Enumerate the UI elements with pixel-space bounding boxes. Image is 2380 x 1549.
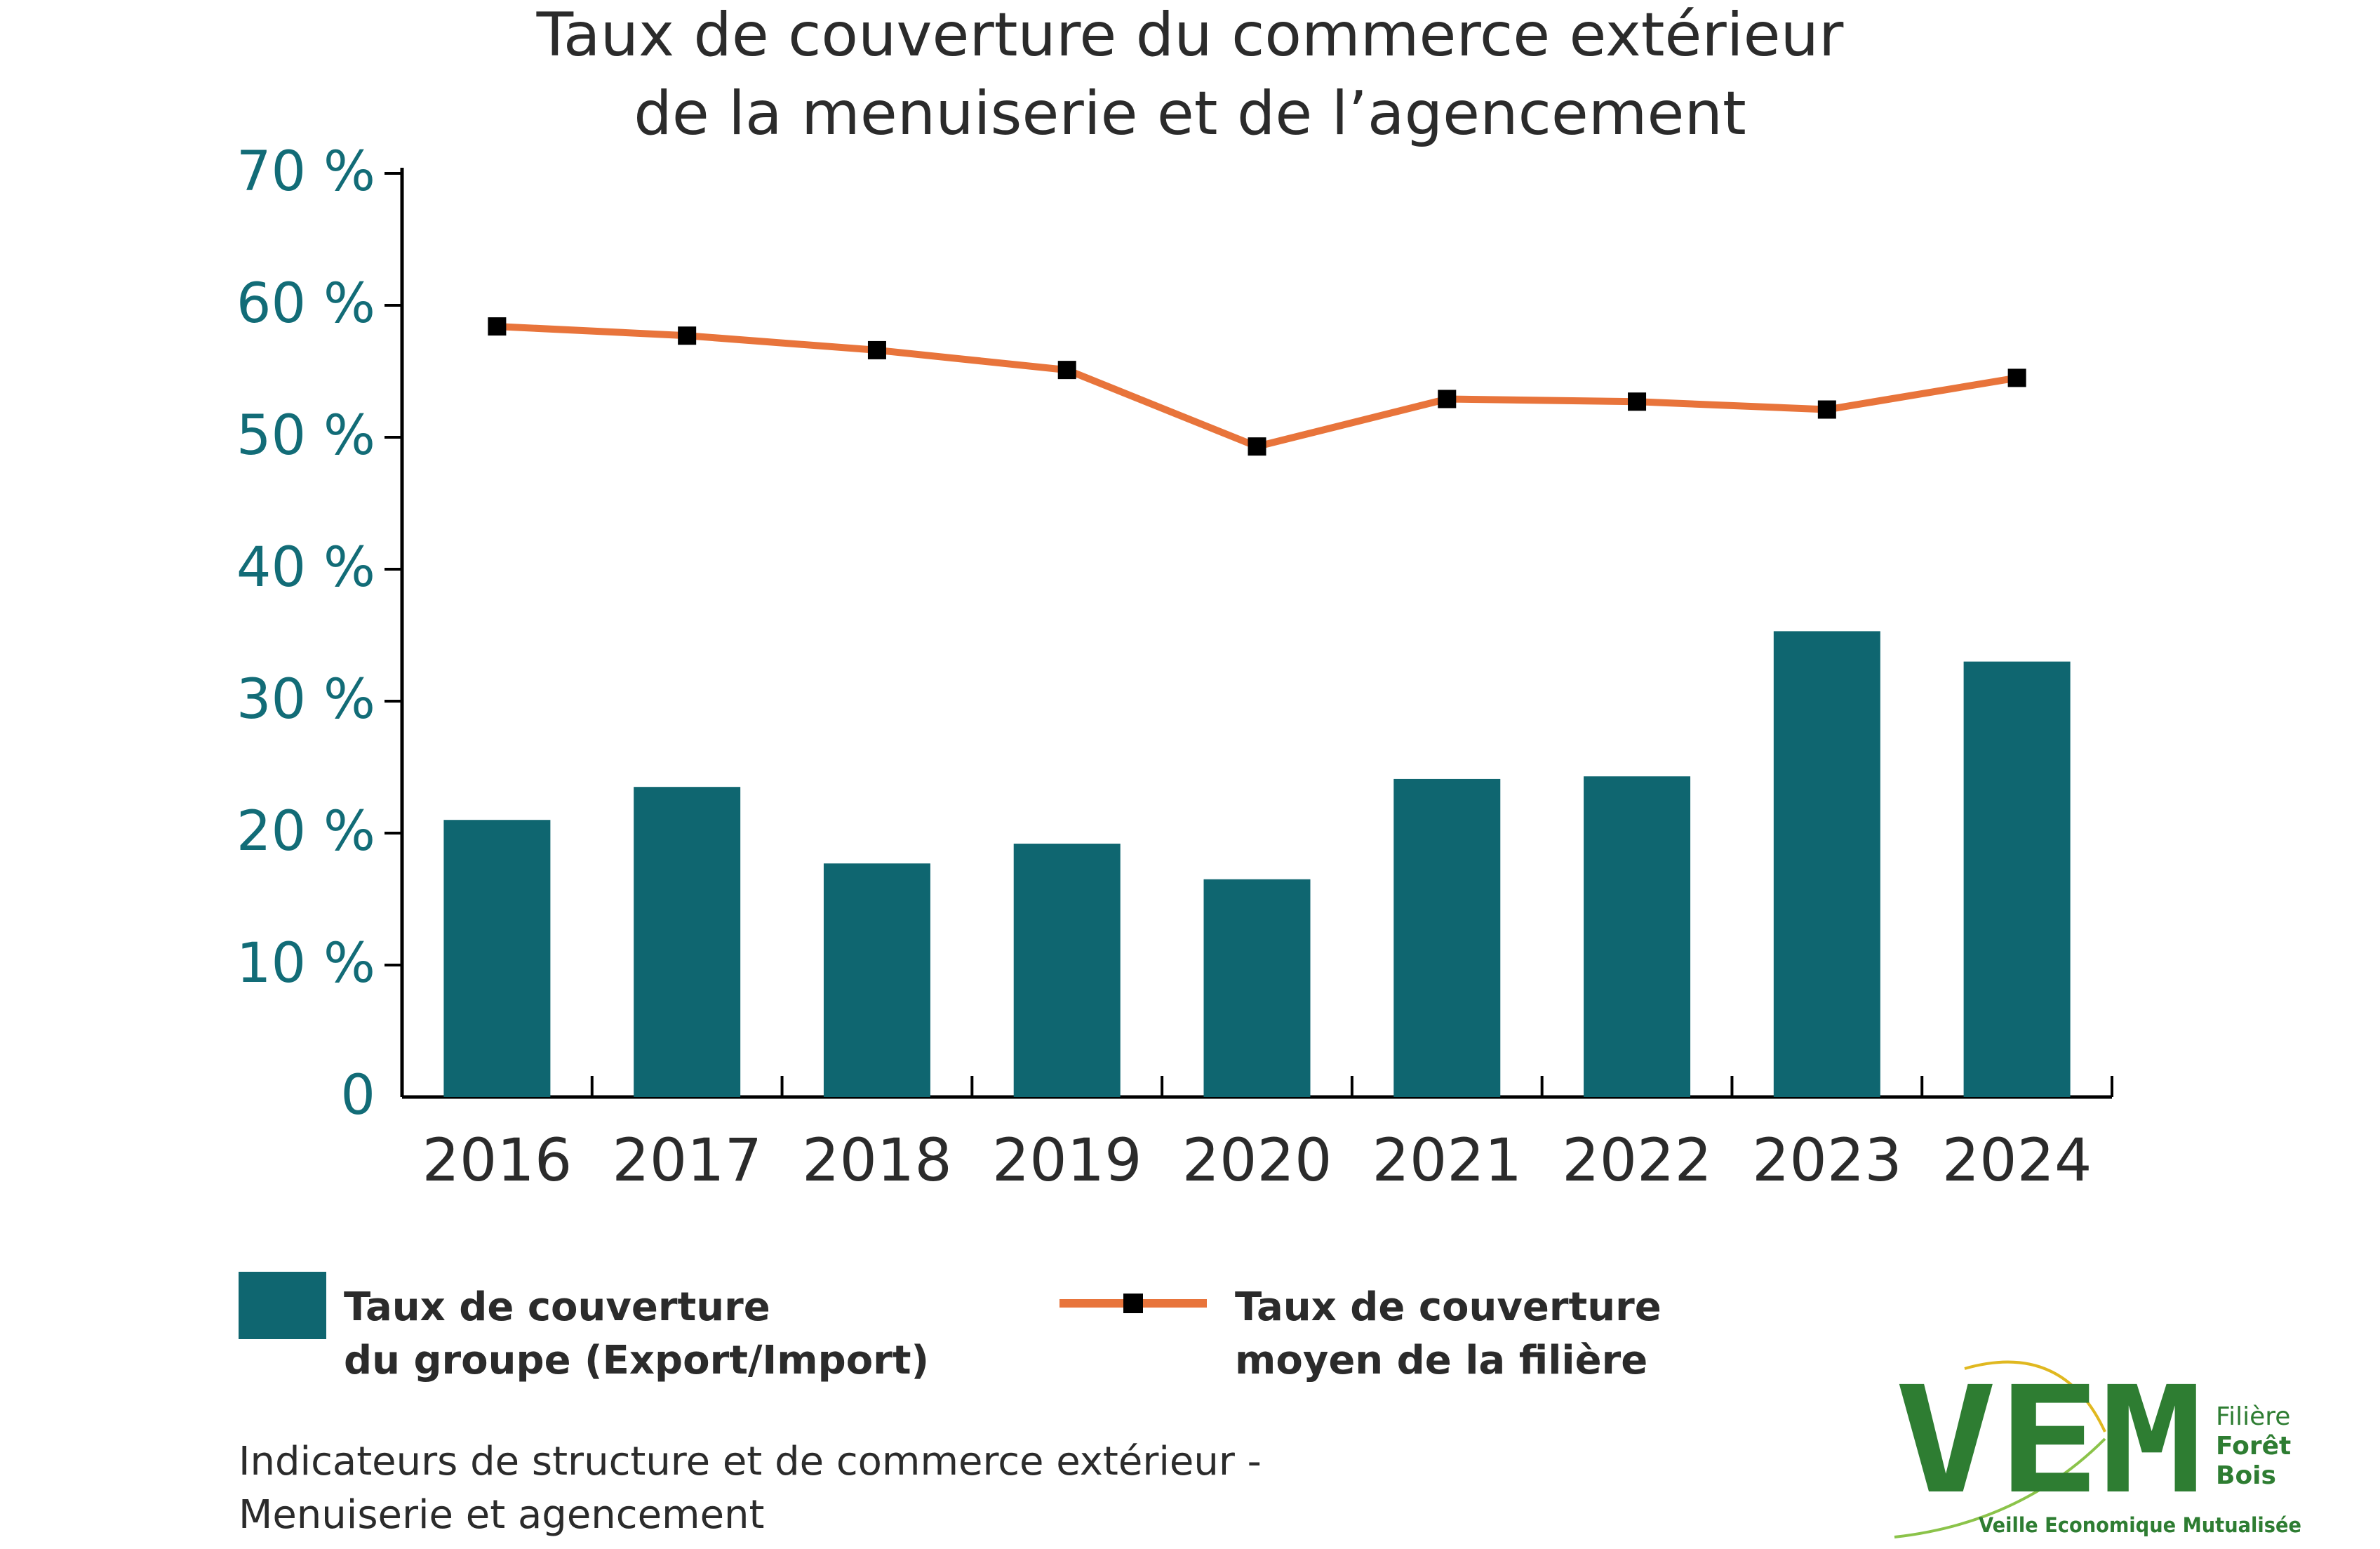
line-point-2020 bbox=[1248, 437, 1266, 456]
y-tick-label: 60 % bbox=[236, 272, 375, 335]
x-tick-label: 2022 bbox=[1562, 1126, 1712, 1195]
y-tick-label: 40 % bbox=[236, 536, 375, 599]
bar-2017 bbox=[634, 787, 741, 1097]
vem-logo: VEM Filière Forêt Bois Veille Economique… bbox=[1894, 1355, 2301, 1538]
source-note-line-1: Indicateurs de structure et de commerce … bbox=[239, 1439, 1262, 1484]
legend-line-marker bbox=[1123, 1294, 1143, 1313]
logo-side-3: Bois bbox=[2216, 1461, 2276, 1490]
logo-swoosh-yellow bbox=[1964, 1360, 2106, 1432]
x-tick-label: 2023 bbox=[1752, 1126, 1902, 1195]
legend-line-label: Taux de couverture moyen de la filière bbox=[1235, 1281, 1662, 1388]
logo-swoosh-green bbox=[1894, 1437, 2106, 1538]
legend-bar-label-line-1: Taux de couverture bbox=[344, 1284, 770, 1330]
bar-2024 bbox=[1963, 661, 2071, 1097]
y-tick-label: 0 bbox=[340, 1064, 375, 1127]
x-tick-label: 2021 bbox=[1372, 1126, 1522, 1195]
logo-tagline: Veille Economique Mutualisée bbox=[1979, 1513, 2301, 1537]
x-tick-label: 2024 bbox=[1942, 1126, 2092, 1195]
x-tick-label: 2019 bbox=[992, 1126, 1142, 1195]
x-tick-label: 2016 bbox=[422, 1126, 572, 1195]
source-note-line-2: Menuiserie et agencement bbox=[239, 1492, 765, 1538]
bar-2019 bbox=[1013, 844, 1121, 1097]
y-tick-label: 70 % bbox=[236, 140, 375, 204]
line-point-2024 bbox=[2007, 368, 2026, 387]
source-note: Indicateurs de structure et de commerce … bbox=[239, 1435, 1262, 1542]
logo-side-2: Forêt bbox=[2216, 1432, 2291, 1461]
line-point-2021 bbox=[1438, 390, 1457, 408]
bar-2020 bbox=[1203, 879, 1311, 1097]
bar-2018 bbox=[823, 863, 930, 1097]
y-tick-label: 10 % bbox=[236, 932, 375, 995]
x-tick-label: 2017 bbox=[612, 1126, 762, 1195]
chart-title-line-1: Taux de couverture du commerce extérieur bbox=[536, 0, 1844, 70]
x-tick-label: 2018 bbox=[802, 1126, 952, 1195]
line-series bbox=[497, 323, 2018, 451]
chart-title-line-2: de la menuiserie et de l’agencement bbox=[634, 79, 1746, 149]
legend-line-label-line-2: moyen de la filière bbox=[1235, 1338, 1648, 1383]
logo-side-1: Filière bbox=[2216, 1402, 2290, 1431]
line-point-2019 bbox=[1057, 361, 1076, 380]
y-tick-label: 50 % bbox=[236, 404, 375, 467]
line-point-2018 bbox=[867, 340, 886, 359]
y-tick-label: 20 % bbox=[236, 800, 375, 863]
legend-bar-swatch bbox=[239, 1272, 326, 1339]
legend-bar-label-line-2: du groupe (Export/Import) bbox=[344, 1338, 930, 1383]
legend-bar-label: Taux de couverture du groupe (Export/Imp… bbox=[344, 1281, 929, 1388]
y-tick-label: 30 % bbox=[236, 668, 375, 731]
bar-2021 bbox=[1393, 778, 1501, 1097]
line-point-2017 bbox=[678, 326, 697, 345]
bar-2016 bbox=[443, 820, 551, 1097]
line-point-2023 bbox=[1817, 400, 1836, 419]
line-point-2016 bbox=[488, 317, 507, 336]
legend-line-label-line-1: Taux de couverture bbox=[1235, 1284, 1662, 1330]
x-tick-label: 2020 bbox=[1182, 1126, 1332, 1195]
bar-2023 bbox=[1773, 631, 1880, 1097]
bar-2022 bbox=[1584, 776, 1691, 1097]
line-point-2022 bbox=[1628, 392, 1647, 411]
logo-wordmark: VEM bbox=[1894, 1355, 2203, 1527]
